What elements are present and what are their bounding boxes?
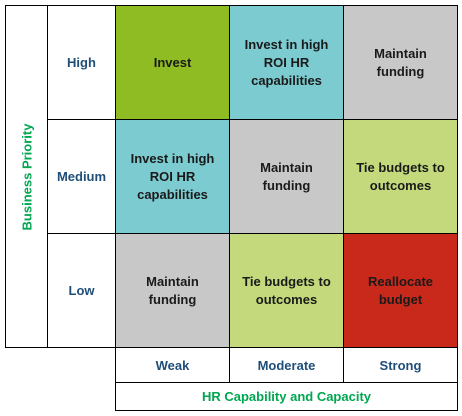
cell-low-weak: Maintain funding xyxy=(115,233,230,348)
cell-low-weak-text: Maintain funding xyxy=(146,273,199,307)
cell-low-moderate-text: Tie budgets to outcomes xyxy=(242,273,331,307)
cell-high-moderate: Invest in high ROI HR capabilities xyxy=(229,5,344,120)
cell-low-moderate: Tie budgets to outcomes xyxy=(229,233,344,348)
x-axis-title: HR Capability and Capacity xyxy=(201,389,372,404)
y-axis-title-box: Business Priority xyxy=(5,5,48,348)
cell-medium-weak: Invest in high ROI HR capabilities xyxy=(115,119,230,234)
cell-medium-weak-text: Invest in high ROI HR capabilities xyxy=(130,150,215,202)
col-label-weak: Weak xyxy=(115,347,230,383)
row-label-high: High xyxy=(47,5,116,120)
cell-high-strong-text: Maintain funding xyxy=(374,45,427,79)
cell-medium-strong: Tie budgets to outcomes xyxy=(343,119,458,234)
cell-medium-strong-text: Tie budgets to outcomes xyxy=(356,159,445,193)
row-label-low: Low xyxy=(47,233,116,348)
cell-low-strong: Reallocate budget xyxy=(343,233,458,348)
cell-high-weak: Invest xyxy=(115,5,230,120)
cell-medium-moderate-text: Maintain funding xyxy=(260,159,313,193)
cell-high-weak-text: Invest xyxy=(153,54,192,70)
x-axis-title-box: HR Capability and Capacity xyxy=(115,382,458,411)
row-label-medium: Medium xyxy=(47,119,116,234)
cell-medium-moderate: Maintain funding xyxy=(229,119,344,234)
col-label-moderate: Moderate xyxy=(229,347,344,383)
cell-high-moderate-text: Invest in high ROI HR capabilities xyxy=(244,36,329,88)
y-axis-title: Business Priority xyxy=(19,123,34,230)
col-label-strong: Strong xyxy=(343,347,458,383)
cell-high-strong: Maintain funding xyxy=(343,5,458,120)
cell-low-strong-text: Reallocate budget xyxy=(367,273,434,307)
